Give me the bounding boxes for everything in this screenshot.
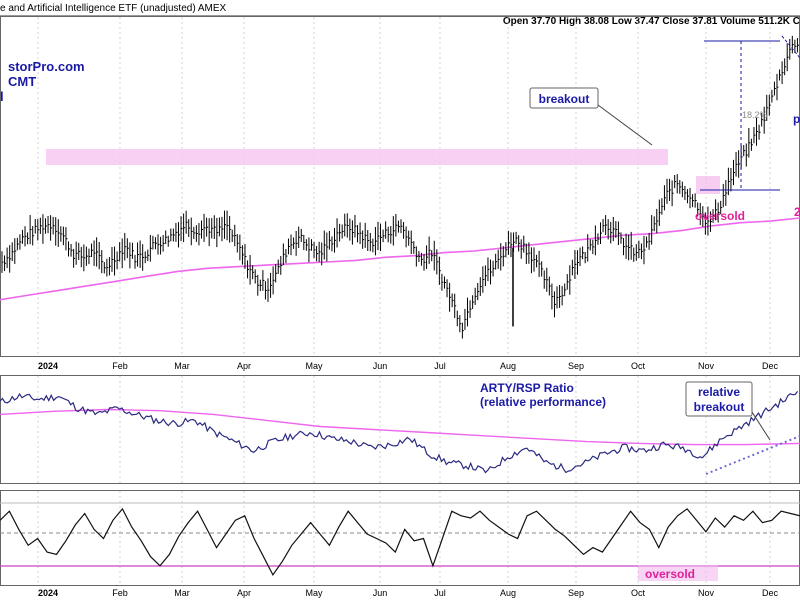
x-tick-label: 2024 bbox=[38, 361, 58, 371]
breakout-label: breakout bbox=[539, 92, 590, 106]
oversold-zone bbox=[696, 176, 720, 194]
x-tick-label: Jul bbox=[434, 361, 446, 371]
breakout-callout-box bbox=[529, 87, 599, 109]
watermark-line1: storPro.com bbox=[8, 59, 85, 74]
ohlc-readout: Open 37.70 High 38.08 Low 37.47 Close 37… bbox=[503, 16, 800, 27]
watermark-line3: l bbox=[0, 89, 4, 104]
watermark-line2: CMT bbox=[8, 74, 36, 89]
measured-percent: 18.2% bbox=[742, 110, 768, 120]
header-bar bbox=[0, 0, 800, 15]
osc-polyline bbox=[0, 507, 800, 577]
chart-title: e and Artificial Intelligence ETF (unadj… bbox=[0, 3, 227, 14]
x-tick-label: Nov bbox=[698, 361, 715, 371]
x-tick-label: Sep bbox=[568, 361, 584, 371]
x-tick-label: May bbox=[305, 361, 323, 371]
x-tick-label: Aug bbox=[500, 361, 516, 371]
osc-oversold-label: oversold bbox=[645, 567, 695, 581]
x-tick-label: May bbox=[305, 588, 323, 598]
x-tick-label: Sep bbox=[568, 588, 584, 598]
price-moving-average bbox=[0, 217, 800, 301]
ratio-title: ARTY/RSP Ratio bbox=[480, 381, 574, 395]
ma-period-label: 2 bbox=[794, 205, 800, 219]
x-tick-label: Feb bbox=[112, 588, 128, 598]
ratio-ma-line bbox=[0, 408, 800, 446]
x-tick-label: Apr bbox=[237, 588, 251, 598]
x-tick-label: Oct bbox=[631, 361, 646, 371]
relative-callout-box bbox=[685, 381, 753, 417]
x-tick-label: Jun bbox=[373, 361, 388, 371]
x-tick-label: Jul bbox=[434, 588, 446, 598]
relative-label-2: breakout bbox=[694, 400, 745, 414]
oscillator-x-axis: 2024 Feb Mar Apr May Jun Jul Aug Sep Oct Nov Dec bbox=[38, 588, 778, 598]
ratio-subtitle: (relative performance) bbox=[480, 395, 606, 409]
x-tick-label: Mar bbox=[174, 361, 190, 371]
ratio-moving-average bbox=[0, 408, 800, 446]
price-bars bbox=[1, 35, 799, 339]
relative-pointer bbox=[751, 411, 771, 441]
x-tick-label: Mar bbox=[174, 588, 190, 598]
resistance-zone bbox=[46, 149, 668, 165]
x-tick-label: Aug bbox=[500, 588, 516, 598]
x-tick-label: Feb bbox=[112, 361, 128, 371]
price-x-axis: 2024 Feb Mar Apr May Jun Jul Aug Sep Oct Nov Dec bbox=[38, 361, 778, 371]
ratio-polyline bbox=[0, 391, 799, 474]
relative-label-1: relative bbox=[698, 385, 740, 399]
osc-oversold-zone bbox=[638, 565, 718, 581]
x-tick-label: Dec bbox=[762, 588, 779, 598]
x-tick-label: Jun bbox=[373, 588, 388, 598]
x-tick-label: 2024 bbox=[38, 588, 58, 598]
pattern-label: p bbox=[793, 112, 800, 126]
grid-lines bbox=[37, 17, 771, 585]
breakout-pointer bbox=[597, 104, 653, 146]
oversold-label: oversold bbox=[695, 209, 745, 223]
oscillator-line bbox=[0, 507, 800, 577]
x-tick-label: Oct bbox=[631, 588, 646, 598]
x-tick-label: Dec bbox=[762, 361, 779, 371]
ratio-trendline bbox=[705, 435, 800, 475]
price-ma-line bbox=[0, 217, 800, 301]
ratio-line bbox=[0, 391, 799, 474]
x-tick-label: Nov bbox=[698, 588, 715, 598]
x-tick-label: Apr bbox=[237, 361, 251, 371]
